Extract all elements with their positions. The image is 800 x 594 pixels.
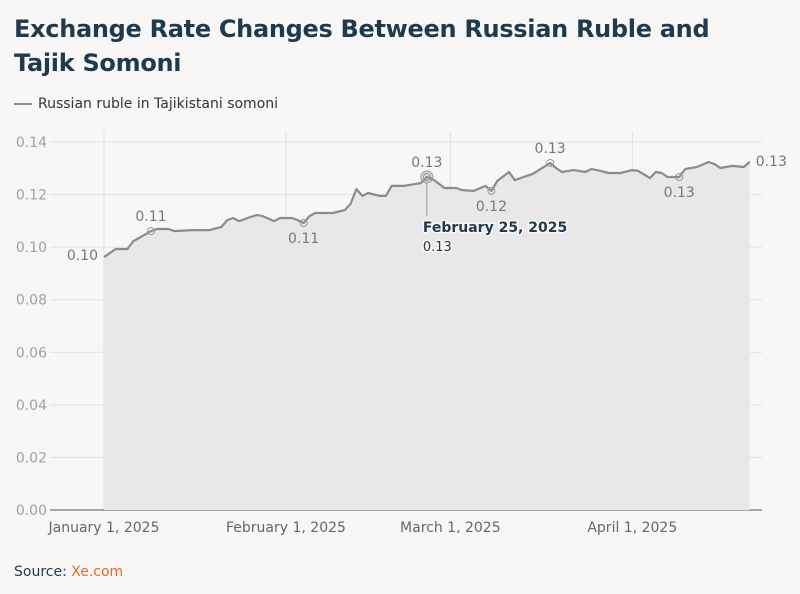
- y-tick-label: 0.12: [16, 188, 47, 204]
- legend-label: Russian ruble in Tajikistani somoni: [38, 96, 279, 112]
- data-point-marker: [422, 172, 431, 181]
- tooltip-value: 0.13: [423, 240, 452, 255]
- series-area: [104, 162, 750, 510]
- legend-swatch: [14, 103, 32, 105]
- legend: Russian ruble in Tajikistani somoni: [14, 96, 278, 112]
- data-point-marker: [546, 159, 555, 168]
- data-label: 0.10: [67, 248, 98, 264]
- series-line: [103, 160, 751, 259]
- tooltip-date: February 25, 2025: [423, 220, 567, 236]
- tooltip: February 25, 2025 0.13: [420, 170, 569, 256]
- y-tick-label: 0.02: [16, 450, 47, 466]
- x-tick-label: January 1, 2025: [48, 520, 160, 536]
- data-point-marker: [487, 186, 496, 195]
- y-tick-label: 0.08: [16, 293, 47, 309]
- hover-marker: [420, 170, 434, 184]
- y-tick-label: 0.10: [16, 240, 47, 256]
- data-label: 0.11: [135, 209, 166, 225]
- data-point-marker: [146, 227, 155, 236]
- source-link[interactable]: Xe.com: [71, 564, 124, 580]
- y-tick-label: 0.04: [16, 398, 47, 414]
- x-tick-label: April 1, 2025: [587, 520, 677, 536]
- y-tick-label: 0.00: [16, 503, 47, 519]
- data-label: 0.13: [535, 141, 566, 157]
- y-tick-label: 0.06: [16, 345, 47, 361]
- source-note: Source: Xe.com: [14, 564, 123, 580]
- chart-title: Exchange Rate Changes Between Russian Ru…: [14, 15, 710, 77]
- y-tick-label: 0.14: [16, 135, 47, 151]
- source-label: Source:: [14, 564, 67, 580]
- data-label: 0.13: [756, 154, 787, 170]
- data-point-marker: [675, 172, 684, 181]
- data-label: 0.13: [411, 155, 442, 171]
- data-point-marker: [299, 218, 308, 227]
- data-label: 0.13: [664, 185, 695, 201]
- x-tick-label: February 1, 2025: [226, 520, 346, 536]
- data-label: 0.12: [476, 199, 507, 215]
- x-tick-label: March 1, 2025: [400, 520, 501, 536]
- data-label: 0.11: [288, 231, 319, 247]
